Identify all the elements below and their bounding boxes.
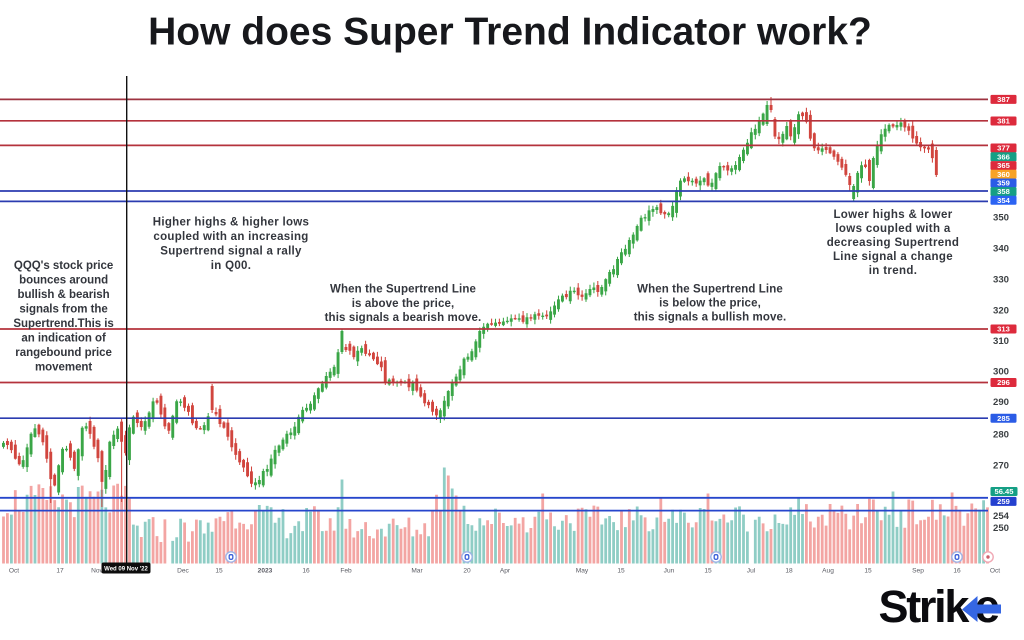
svg-text:387: 387: [997, 95, 1010, 104]
svg-text:in Q00.: in Q00.: [211, 260, 251, 272]
svg-text:360: 360: [997, 170, 1010, 179]
svg-text:QQQ's stock price: QQQ's stock price: [14, 260, 113, 272]
svg-text:20: 20: [463, 568, 471, 575]
svg-text:this signals a bearish move.: this signals a bearish move.: [325, 312, 482, 324]
svg-text:15: 15: [215, 568, 223, 575]
svg-text:56.45: 56.45: [994, 487, 1014, 496]
svg-text:15: 15: [864, 568, 872, 575]
svg-text:signals from the: signals from the: [19, 303, 107, 315]
svg-text:381: 381: [997, 117, 1010, 126]
svg-text:354: 354: [997, 196, 1010, 205]
svg-text:When the Supertrend Line: When the Supertrend Line: [330, 284, 476, 296]
svg-text:Oct: Oct: [990, 568, 1000, 575]
svg-text:254: 254: [993, 511, 1010, 522]
svg-text:300: 300: [993, 366, 1009, 377]
svg-text:decreasing Supertrend: decreasing Supertrend: [827, 237, 960, 249]
svg-text:in trend.: in trend.: [869, 265, 918, 277]
svg-text:15: 15: [704, 568, 712, 575]
svg-text:Feb: Feb: [340, 568, 352, 575]
svg-text:366: 366: [997, 152, 1010, 161]
svg-text:is above the price,: is above the price,: [352, 298, 455, 310]
svg-text:16: 16: [302, 568, 310, 575]
svg-text:285: 285: [997, 414, 1010, 423]
svg-text:18: 18: [785, 568, 793, 575]
svg-text:15: 15: [617, 568, 625, 575]
svg-text:Supertrend signal a rally: Supertrend signal a rally: [160, 246, 302, 258]
svg-text:Wed 09 Nov '22: Wed 09 Nov '22: [104, 567, 148, 573]
svg-text:Sep: Sep: [912, 568, 924, 575]
svg-text:280: 280: [993, 429, 1009, 440]
svg-text:296: 296: [997, 378, 1010, 387]
svg-text:bounces around: bounces around: [19, 274, 108, 286]
svg-text:Jul: Jul: [747, 568, 756, 575]
svg-text:Higher highs & higher lows: Higher highs & higher lows: [153, 217, 309, 229]
svg-text:16: 16: [953, 568, 961, 575]
svg-text:340: 340: [993, 243, 1009, 254]
svg-text:17: 17: [56, 568, 64, 575]
svg-text:377: 377: [997, 144, 1010, 153]
svg-text:359: 359: [997, 179, 1010, 188]
svg-text:320: 320: [993, 305, 1009, 316]
svg-text:Aug: Aug: [822, 568, 834, 575]
svg-text:rangebound price: rangebound price: [15, 347, 112, 359]
svg-text:Supertrend.This is: Supertrend.This is: [13, 318, 113, 330]
svg-text:358: 358: [997, 187, 1010, 196]
svg-text:290: 290: [993, 397, 1009, 408]
svg-text:270: 270: [993, 460, 1009, 471]
svg-text:Jun: Jun: [664, 568, 675, 575]
svg-text:Dec: Dec: [177, 568, 189, 575]
svg-text:365: 365: [997, 161, 1010, 170]
svg-text:Line signal a change: Line signal a change: [833, 251, 953, 263]
svg-text:movement: movement: [35, 362, 92, 374]
svg-text:259: 259: [997, 497, 1010, 506]
svg-text:coupled with an increasing: coupled with an increasing: [153, 231, 308, 243]
svg-text:2023: 2023: [258, 568, 273, 575]
svg-text:When the Supertrend Line: When the Supertrend Line: [637, 283, 783, 295]
svg-text:313: 313: [997, 325, 1010, 334]
svg-text:lows coupled with a: lows coupled with a: [835, 223, 951, 235]
svg-text:350: 350: [993, 212, 1009, 223]
svg-text:May: May: [576, 568, 589, 575]
svg-text:Nov: Nov: [91, 568, 103, 575]
svg-text:is below the price,: is below the price,: [659, 297, 761, 309]
svg-text:bullish & bearish: bullish & bearish: [18, 289, 110, 301]
svg-text:Strik: Strik: [879, 581, 971, 632]
svg-text:this signals a bullish move.: this signals a bullish move.: [634, 312, 787, 324]
svg-text:Oct: Oct: [9, 568, 19, 575]
svg-text:310: 310: [993, 336, 1009, 347]
svg-text:Lower highs & lower: Lower highs & lower: [833, 209, 952, 221]
svg-text:250: 250: [993, 523, 1009, 534]
svg-text:How does Super Trend Indicator: How does Super Trend Indicator work?: [148, 11, 872, 54]
svg-text:330: 330: [993, 274, 1009, 285]
svg-text:an indication of: an indication of: [21, 332, 106, 344]
svg-text:Mar: Mar: [411, 568, 423, 575]
svg-text:Apr: Apr: [500, 568, 511, 575]
